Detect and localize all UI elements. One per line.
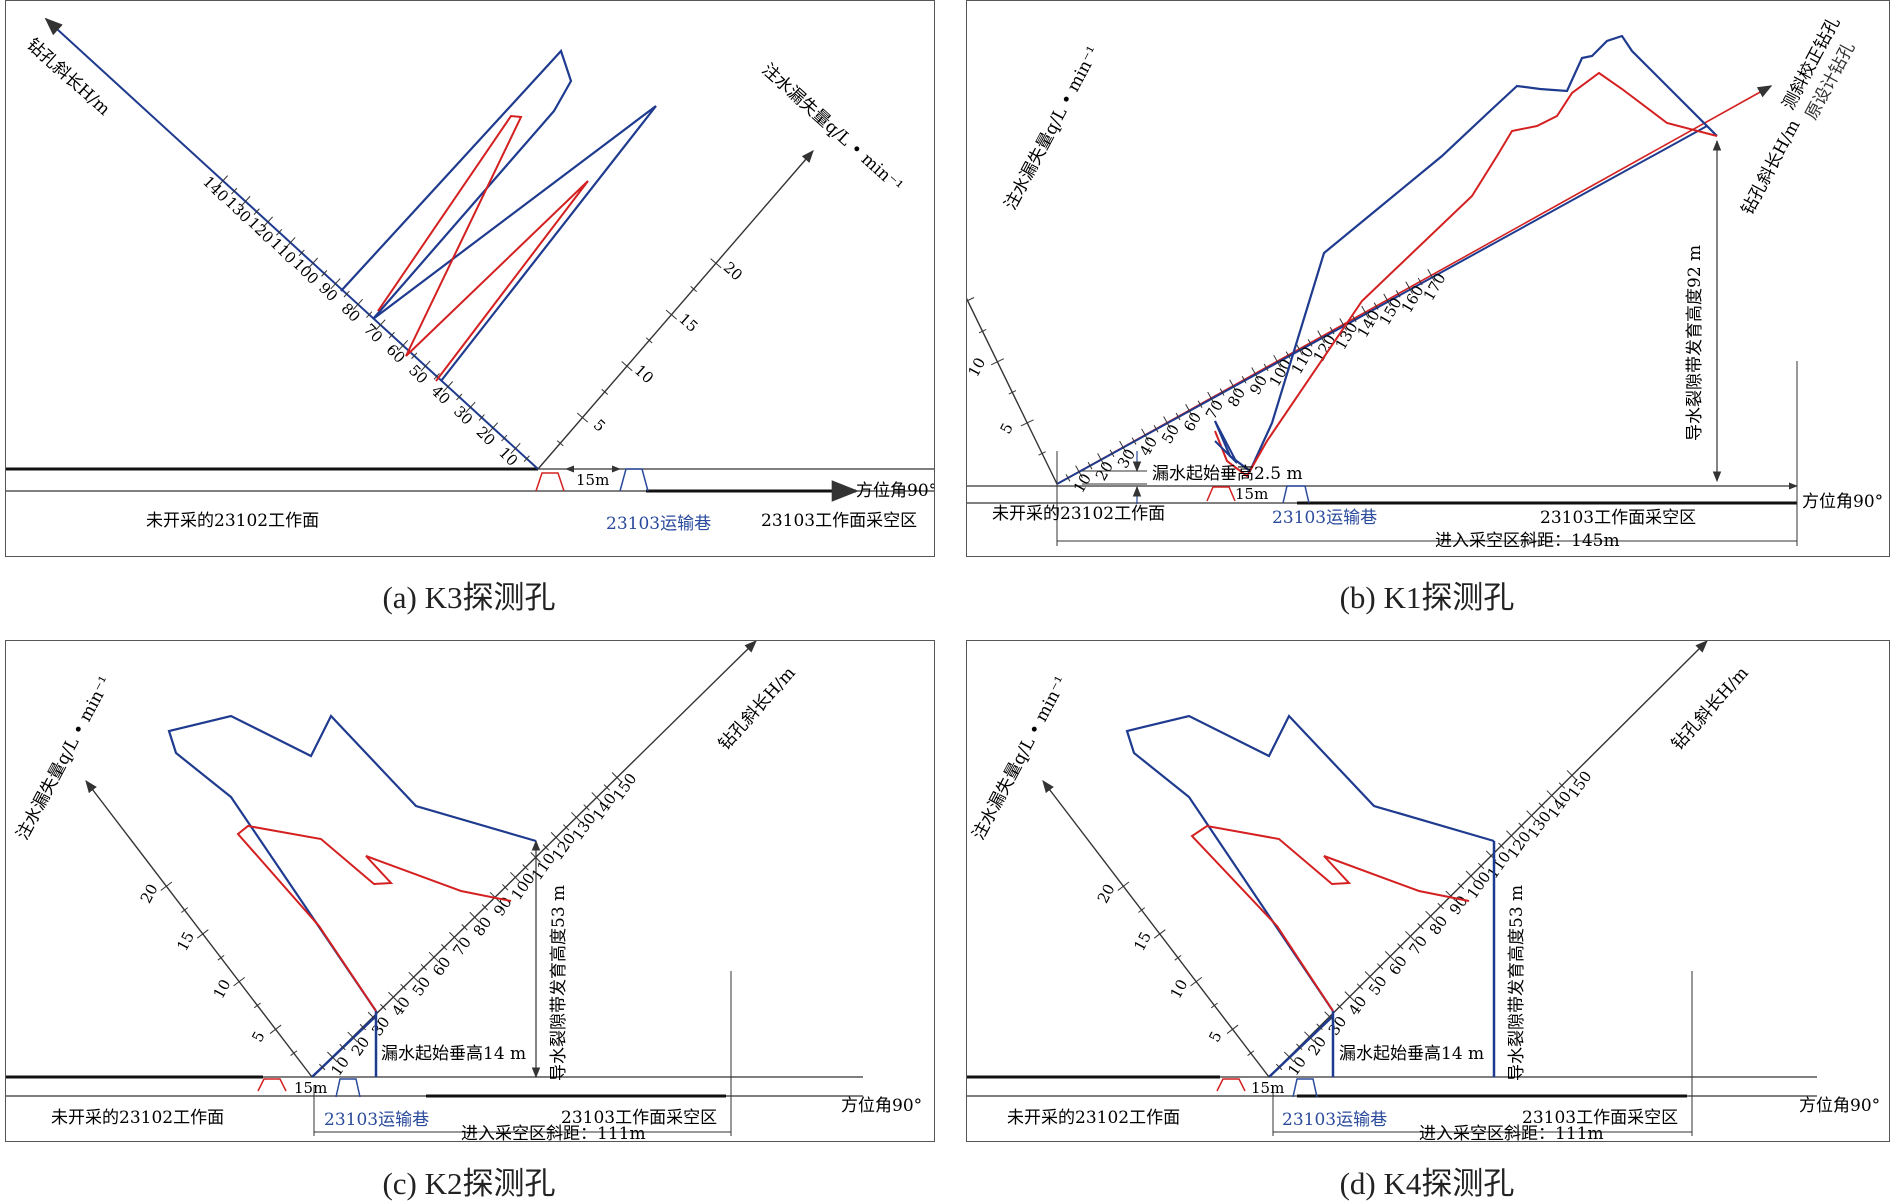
hole-k2-tick-label: 80 <box>470 914 496 940</box>
axis-flow-k4 <box>1042 779 1270 1078</box>
diagram-k1: 1020304050607080901001101201301401501601… <box>967 14 1883 551</box>
caption-k1: (b) K1探测孔 <box>1339 580 1515 615</box>
hole-k3-tick-label: 60 <box>383 341 409 367</box>
hole-k3-tick-label: 90 <box>315 279 341 305</box>
hole-k3-tick-label: 20 <box>473 423 499 449</box>
goaf-label-k1: 23103工作面采空区 <box>1540 508 1696 528</box>
axis-flow-title-k3: 注水漏失量q/L • min⁻¹ <box>758 60 907 197</box>
hole-k3-tick-label: 10 <box>495 444 521 470</box>
hole-k2-tick-label: 60 <box>429 953 455 979</box>
flow-k3-tick-label: 5 <box>590 416 609 436</box>
hole-k2-tick-label: 40 <box>388 993 414 1019</box>
axis-flow-k2 <box>85 779 313 1078</box>
fracture-height-label-k2: 导水裂隙带发育高度53 m <box>549 885 569 1081</box>
axis-flow-title-k4: 注水漏失量q/L • min⁻¹ <box>969 673 1072 843</box>
flow-k1-tick-label: 5 <box>996 420 1016 437</box>
hole-k3-tick-label: 70 <box>360 320 386 346</box>
flow-k2-tick-label: 15 <box>173 929 198 954</box>
start-height-label-k2: 漏水起始垂高14 m <box>381 1044 526 1064</box>
hole-k4-tick-label: 10 <box>1284 1053 1310 1079</box>
hole-k3-tick-label: 40 <box>428 382 454 408</box>
entry-distance-label-k2: 进入采空区斜距：111m <box>461 1124 646 1141</box>
azimuth-label-k4: 方位角90° <box>1799 1096 1880 1116</box>
hole-k2-tick-label: 20 <box>348 1033 374 1059</box>
hole-k2-tick-label: 30 <box>368 1013 394 1039</box>
hole-k4-tick-label: 20 <box>1304 1033 1330 1059</box>
fracture-height-label-k1: 导水裂隙带发育高度92 m <box>1685 245 1705 441</box>
hole-k3-tick-label: 80 <box>338 299 364 325</box>
hole-k4-tick-label: 30 <box>1325 1013 1351 1039</box>
flow-k3-tick-label: 10 <box>631 361 657 387</box>
axis-hole-title-k3: 钻孔斜长H/m <box>23 35 114 120</box>
flow-k1-tick-label: 10 <box>967 355 989 380</box>
panel-k1: 10 20 30 40 50 60 70 80 90 100 110 120 130 140 150 160 1… <box>966 0 1890 557</box>
dist15-label-k3: 15m <box>576 471 609 489</box>
goaf-label-k2: 23103工作面采空区 <box>561 1108 717 1128</box>
azimuth-label-k2: 方位角90° <box>841 1096 922 1116</box>
dist15-label-k4: 15m <box>1251 1079 1284 1097</box>
roadway-label-k1: 23103运输巷 <box>1272 508 1377 528</box>
hole-k4-tick-label: 40 <box>1345 993 1371 1019</box>
panel-k3: 10 20 30 40 50 60 70 80 90 100 110 120 130 140 5 10 15 20… <box>5 0 935 557</box>
hole-k3-tick-label: 30 <box>450 402 476 428</box>
hole-k2-tick-label: 50 <box>409 973 435 999</box>
flow-k2-tick-label: 5 <box>248 1028 268 1045</box>
flow-k4-tick-label: 5 <box>1205 1028 1225 1045</box>
dist15-label-k2: 15m <box>294 1079 327 1097</box>
flow-k3-tick-label: 15 <box>675 310 701 336</box>
panel-k4: 10 20 30 40 50 60 70 80 90 100 110 120 130 140 150 5 10 1… <box>966 640 1890 1142</box>
flow-k4-tick-label: 15 <box>1130 929 1155 954</box>
hole-k3-tick-label: 50 <box>405 361 431 387</box>
start-height-label-k1: 漏水起始垂高2.5 m <box>1152 464 1303 484</box>
hole-k4-tick-label: 50 <box>1365 973 1391 999</box>
flow-k2-tick-label: 20 <box>137 881 162 906</box>
roadway-label-k3: 23103运输巷 <box>606 514 711 534</box>
hole-k2-tick-label: 70 <box>449 933 475 959</box>
axis-flow-k3 <box>537 150 814 470</box>
roadway-label-k2: 23103运输巷 <box>324 1110 429 1130</box>
caption-k2: (c) K2探测孔 <box>382 1166 556 1201</box>
goaf-label-k3: 23103工作面采空区 <box>761 511 917 531</box>
flow-k3-tick-label: 20 <box>720 258 746 284</box>
azimuth-label-k1: 方位角90° <box>1802 492 1883 512</box>
hole-k1-tick-label: 170 <box>1420 270 1450 304</box>
panel-k2: 10 20 30 40 50 60 70 80 90 100 110 120 130 140 150 5 10 1… <box>5 640 935 1142</box>
diagram-k3: 1020304050607080901001101201301405101520… <box>6 17 934 534</box>
entry-distance-label-k1: 进入采空区斜距：145m <box>1435 531 1620 551</box>
roadway-label-k4: 23103运输巷 <box>1282 1110 1387 1130</box>
goaf-label-k4: 23103工作面采空区 <box>1522 1108 1678 1128</box>
axis-hole-title-k2: 钻孔斜长H/m <box>715 663 800 754</box>
axis-hole-k3 <box>44 17 539 470</box>
axis-flow-title-k1: 注水漏失量q/L • min⁻¹ <box>1001 43 1104 213</box>
left-area-label-k1: 未开采的23102工作面 <box>992 504 1165 524</box>
axis-flow-title-k2: 注水漏失量q/L • min⁻¹ <box>13 673 116 843</box>
axis-hole-title-k4: 钻孔斜长H/m <box>1668 663 1753 754</box>
axis-hole-k4 <box>1268 641 1708 1078</box>
caption-k3: (a) K3探测孔 <box>382 580 556 615</box>
caption-k4: (d) K4探测孔 <box>1339 1166 1515 1201</box>
axis-hole-k2 <box>311 641 757 1078</box>
fracture-height-label-k4: 导水裂隙带发育高度53 m <box>1507 885 1527 1081</box>
flow-k4-tick-label: 10 <box>1167 976 1192 1001</box>
left-area-label-k4: 未开采的23102工作面 <box>1007 1108 1180 1128</box>
flow-k2-tick-label: 10 <box>210 976 235 1001</box>
start-height-label-k4: 漏水起始垂高14 m <box>1339 1044 1484 1064</box>
axis-hole-title-k1: 钻孔斜长H/m <box>1738 117 1805 219</box>
entry-distance-label-k4: 进入采空区斜距：111m <box>1419 1124 1604 1141</box>
left-area-label-k2: 未开采的23102工作面 <box>51 1108 224 1128</box>
diagram-k2: 1020304050607080901001101201301401505101… <box>6 641 922 1141</box>
diagram-k4: 1020304050607080901001101201301401505101… <box>967 641 1880 1141</box>
hole-k4-tick-label: 60 <box>1385 953 1411 979</box>
dist15-label-k1: 15m <box>1235 485 1268 503</box>
axis-flow-k1 <box>967 220 1058 485</box>
left-area-label-k3: 未开采的23102工作面 <box>146 511 319 531</box>
axis-hole-k1 <box>1056 125 1708 485</box>
hole-k4-tick-label: 70 <box>1405 932 1431 958</box>
flow-k4-tick-label: 20 <box>1094 881 1119 906</box>
hole-k4-tick-label: 80 <box>1426 912 1452 938</box>
azimuth-label-k3: 方位角90° <box>856 481 934 501</box>
